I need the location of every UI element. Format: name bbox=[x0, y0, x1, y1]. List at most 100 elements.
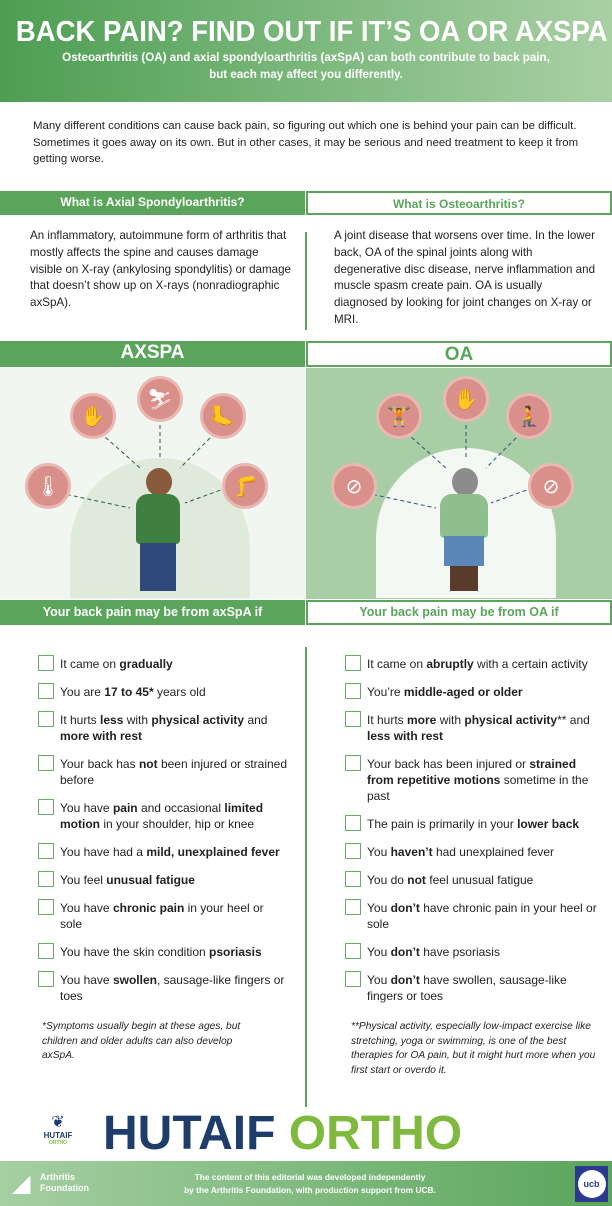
footer-disclaimer: The content of this editorial was develo… bbox=[140, 1171, 480, 1196]
checkbox[interactable] bbox=[38, 943, 54, 959]
checklist-item[interactable]: The pain is primarily in your lower back bbox=[345, 815, 597, 832]
bold-text: gradually bbox=[119, 657, 173, 671]
text: You have had a bbox=[60, 845, 147, 859]
af-line2: Foundation bbox=[40, 1183, 89, 1193]
checkbox[interactable] bbox=[345, 899, 361, 915]
checklist-item-text: You haven’t had unexplained fever bbox=[367, 844, 554, 860]
checkbox[interactable] bbox=[345, 711, 361, 727]
axspa-definition-heading: What is Axial Spondyloarthritis? bbox=[0, 191, 305, 215]
person-legs bbox=[450, 566, 478, 591]
person-shirt bbox=[136, 494, 180, 544]
bold-text: abruptly bbox=[426, 657, 474, 671]
checklist-item[interactable]: You do not feel unusual fatigue bbox=[345, 871, 597, 888]
checkbox[interactable] bbox=[38, 799, 54, 815]
text: ** and bbox=[557, 713, 590, 727]
footer: ◢ Arthritis Foundation The content of thi… bbox=[0, 1161, 612, 1206]
hand-icon: ✋ bbox=[70, 393, 116, 439]
text: The pain is primarily in your bbox=[367, 817, 518, 831]
bold-text: physical activity bbox=[151, 713, 245, 727]
text: years old bbox=[153, 685, 206, 699]
checklist-item[interactable]: You don’t have psoriasis bbox=[345, 943, 597, 960]
checkbox[interactable] bbox=[345, 971, 361, 987]
checkbox[interactable] bbox=[345, 755, 361, 771]
checklist-item-text: It came on abruptly with a certain activ… bbox=[367, 656, 588, 672]
oa-section-title: OA bbox=[306, 341, 612, 367]
checklist-item-text: Your back has been injured or strained f… bbox=[367, 756, 597, 804]
watermark: HUTAIF ORTHO bbox=[103, 1110, 462, 1158]
person-head bbox=[146, 468, 172, 496]
ucb-text: ucb bbox=[577, 1170, 606, 1198]
checklist-item[interactable]: You have the skin condition psoriasis bbox=[38, 943, 288, 960]
oa-definition-heading: What is Osteoarthritis? bbox=[306, 191, 612, 215]
logo-text: HUTAIF bbox=[43, 1131, 73, 1140]
text: have chronic pain in your heel or sole bbox=[367, 901, 597, 931]
text: , sausage-like fingers or toes bbox=[60, 973, 285, 1003]
text: with bbox=[123, 713, 152, 727]
checklist-item[interactable]: It hurts more with physical activity** a… bbox=[345, 711, 597, 744]
text: It hurts bbox=[60, 713, 101, 727]
checkbox[interactable] bbox=[38, 755, 54, 771]
checklist-item[interactable]: You have had a mild, unexplained fever bbox=[38, 843, 288, 860]
checklist-item[interactable]: You don’t have chronic pain in your heel… bbox=[345, 899, 597, 932]
checkbox[interactable] bbox=[38, 971, 54, 987]
bold-text: strained from repetitive motions bbox=[367, 757, 577, 787]
checklist-item-text: You don’t have swollen, sausage-like fin… bbox=[367, 972, 597, 1004]
bold-text: don’t bbox=[390, 945, 420, 959]
checklist-item[interactable]: It came on abruptly with a certain activ… bbox=[345, 655, 597, 672]
person-skirt bbox=[444, 536, 484, 566]
checkbox[interactable] bbox=[38, 899, 54, 915]
checklist-item[interactable]: You are 17 to 45* years old bbox=[38, 683, 288, 700]
checkbox[interactable] bbox=[345, 871, 361, 887]
text: You are bbox=[60, 685, 105, 699]
bold-text: mild, unexplained fever bbox=[146, 845, 280, 859]
checkbox[interactable] bbox=[38, 655, 54, 671]
checkbox[interactable] bbox=[38, 843, 54, 859]
checkbox[interactable] bbox=[345, 683, 361, 699]
text: have psoriasis bbox=[419, 945, 500, 959]
page-title: BACK PAIN? FIND OUT IF IT’S OA OR AXSPA bbox=[15, 16, 608, 48]
checklist-item[interactable]: You have pain and occasional limited mot… bbox=[38, 799, 288, 832]
bold-text: lower back bbox=[517, 817, 580, 831]
disclaimer-line2: by the Arthritis Foundation, with produc… bbox=[184, 1184, 436, 1195]
oa-definition: A joint disease that worsens over time. … bbox=[334, 229, 596, 326]
checklist-item-text: You don’t have chronic pain in your heel… bbox=[367, 900, 597, 932]
checkbox[interactable] bbox=[345, 943, 361, 959]
arthritis-foundation-logo-icon: ◢ bbox=[12, 1169, 31, 1197]
text: Your back has been injured or bbox=[367, 757, 530, 771]
checklist-item[interactable]: You have swollen, sausage-like fingers o… bbox=[38, 971, 288, 1004]
text: in your shoulder, hip or knee bbox=[100, 817, 255, 831]
skiing-icon: ⛷ bbox=[137, 376, 183, 422]
checklist-item-text: You’re middle-aged or older bbox=[367, 684, 523, 700]
bold-text: physical activity bbox=[464, 713, 558, 727]
checklist-item-text: You have chronic pain in your heel or so… bbox=[60, 900, 288, 932]
logo-sub: ORTHO bbox=[48, 1140, 68, 1146]
checkbox[interactable] bbox=[345, 815, 361, 831]
arthritis-foundation-logo: Arthritis Foundation bbox=[40, 1172, 89, 1194]
text: You have bbox=[60, 901, 113, 915]
checklist-item[interactable]: It came on gradually bbox=[38, 655, 288, 672]
person-jeans bbox=[140, 543, 176, 591]
checklist-item[interactable]: It hurts less with physical activity and… bbox=[38, 711, 288, 744]
checklist-item[interactable]: Your back has not been injured or strain… bbox=[38, 755, 288, 788]
checklist-item-text: Your back has not been injured or strain… bbox=[60, 756, 288, 788]
checklist-item[interactable]: You haven’t had unexplained fever bbox=[345, 843, 597, 860]
knee-pain-icon: 🦵 bbox=[222, 463, 268, 509]
axspa-section-title: AXSPA bbox=[0, 341, 305, 367]
leaf-icon: ❦ bbox=[51, 1112, 65, 1131]
checklist-item[interactable]: You’re middle-aged or older bbox=[345, 683, 597, 700]
watermark-part1: HUTAIF bbox=[103, 1107, 276, 1160]
checkbox[interactable] bbox=[38, 871, 54, 887]
text: You bbox=[367, 973, 391, 987]
checklist-item[interactable]: You don’t have swollen, sausage-like fin… bbox=[345, 971, 597, 1004]
thermometer-icon: 🌡 bbox=[25, 463, 71, 509]
checklist-item[interactable]: Your back has been injured or strained f… bbox=[345, 755, 597, 804]
bold-text: psoriasis bbox=[209, 945, 262, 959]
checklist-item[interactable]: You have chronic pain in your heel or so… bbox=[38, 899, 288, 932]
text: It came on bbox=[60, 657, 120, 671]
checklist-item[interactable]: You feel unusual fatigue bbox=[38, 871, 288, 888]
checkbox[interactable] bbox=[38, 683, 54, 699]
checkbox[interactable] bbox=[345, 843, 361, 859]
checklist-item-text: It hurts less with physical activity and… bbox=[60, 712, 288, 744]
checkbox[interactable] bbox=[38, 711, 54, 727]
checkbox[interactable] bbox=[345, 655, 361, 671]
